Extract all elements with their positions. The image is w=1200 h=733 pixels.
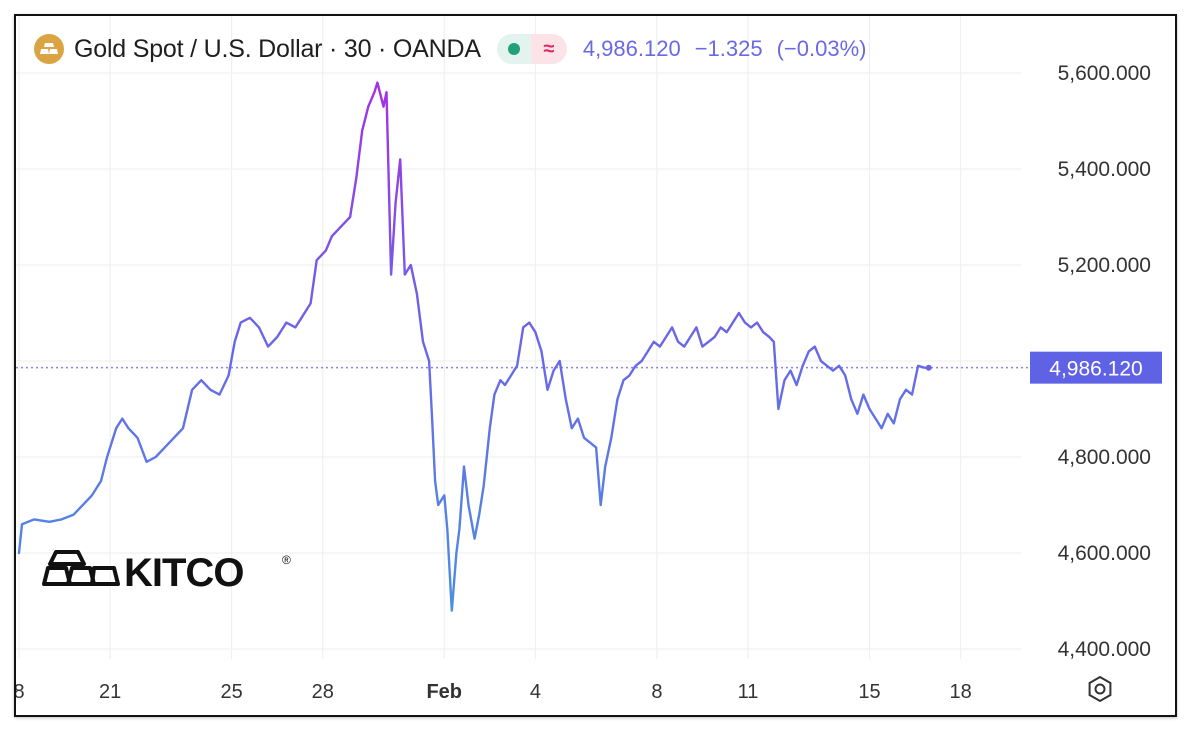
y-tick-label: 5,400.000 <box>1058 158 1151 181</box>
price-series-line <box>17 81 930 612</box>
x-axis: 8 21 25 28 Feb 4 8 11 15 18 <box>16 681 972 703</box>
last-price-tag: 4,986.120 <box>1030 351 1162 384</box>
gold-bars-icon <box>34 34 64 64</box>
market-open-indicator <box>496 34 531 64</box>
symbol-title[interactable]: Gold Spot / U.S. Dollar · 30 · OANDA <box>74 34 481 63</box>
x-tick-label: 11 <box>738 681 759 703</box>
grid-lines <box>16 16 1021 659</box>
x-tick-label: Feb <box>426 681 462 703</box>
kitco-logo: KITCO ® <box>42 550 291 595</box>
x-tick-label: 25 <box>221 681 243 703</box>
series-layer <box>17 81 932 612</box>
kitco-bars-icon <box>42 550 120 586</box>
y-tick-label: 4,400.000 <box>1058 638 1151 661</box>
x-tick-label: 4 <box>530 681 541 703</box>
last-point-marker <box>925 364 932 371</box>
gold-price-chart[interactable]: 4,400.0004,600.0004,800.0005,000.0005,20… <box>16 16 1177 717</box>
x-tick-label: 28 <box>312 681 334 703</box>
x-tick-label: 18 <box>950 681 972 703</box>
kitco-wordmark: KITCO <box>124 551 243 595</box>
chart-panel: 4,400.0004,600.0004,800.0005,000.0005,20… <box>14 14 1177 717</box>
y-tick-label: 5,600.000 <box>1058 62 1151 85</box>
last-price: 4,986.120 <box>582 36 681 61</box>
x-tick-label: 8 <box>16 681 25 703</box>
quote-values: 4,986.120 −1.325 (−0.03%) <box>583 36 867 62</box>
x-tick-label: 21 <box>99 681 121 703</box>
registered-mark: ® <box>282 553 291 567</box>
y-tick-label: 4,600.000 <box>1058 542 1151 565</box>
y-tick-label: 5,200.000 <box>1058 254 1151 277</box>
x-tick-label: 15 <box>858 681 880 703</box>
price-change: −1.325 <box>694 36 763 61</box>
x-tick-label: 8 <box>651 681 662 703</box>
last-price-tag-bg <box>1030 351 1162 384</box>
price-change-percent: (−0.03%) <box>776 36 867 61</box>
green-dot-icon <box>507 43 520 55</box>
chart-header: Gold Spot / U.S. Dollar · 30 · OANDA ≈ 4… <box>34 32 867 66</box>
status-badge[interactable]: ≈ <box>496 34 567 64</box>
delayed-data-icon: ≈ <box>530 34 567 64</box>
gear-icon[interactable] <box>1088 675 1112 703</box>
y-tick-label: 4,800.000 <box>1058 446 1151 469</box>
last-price-tag-label: 4,986.120 <box>1049 358 1142 381</box>
